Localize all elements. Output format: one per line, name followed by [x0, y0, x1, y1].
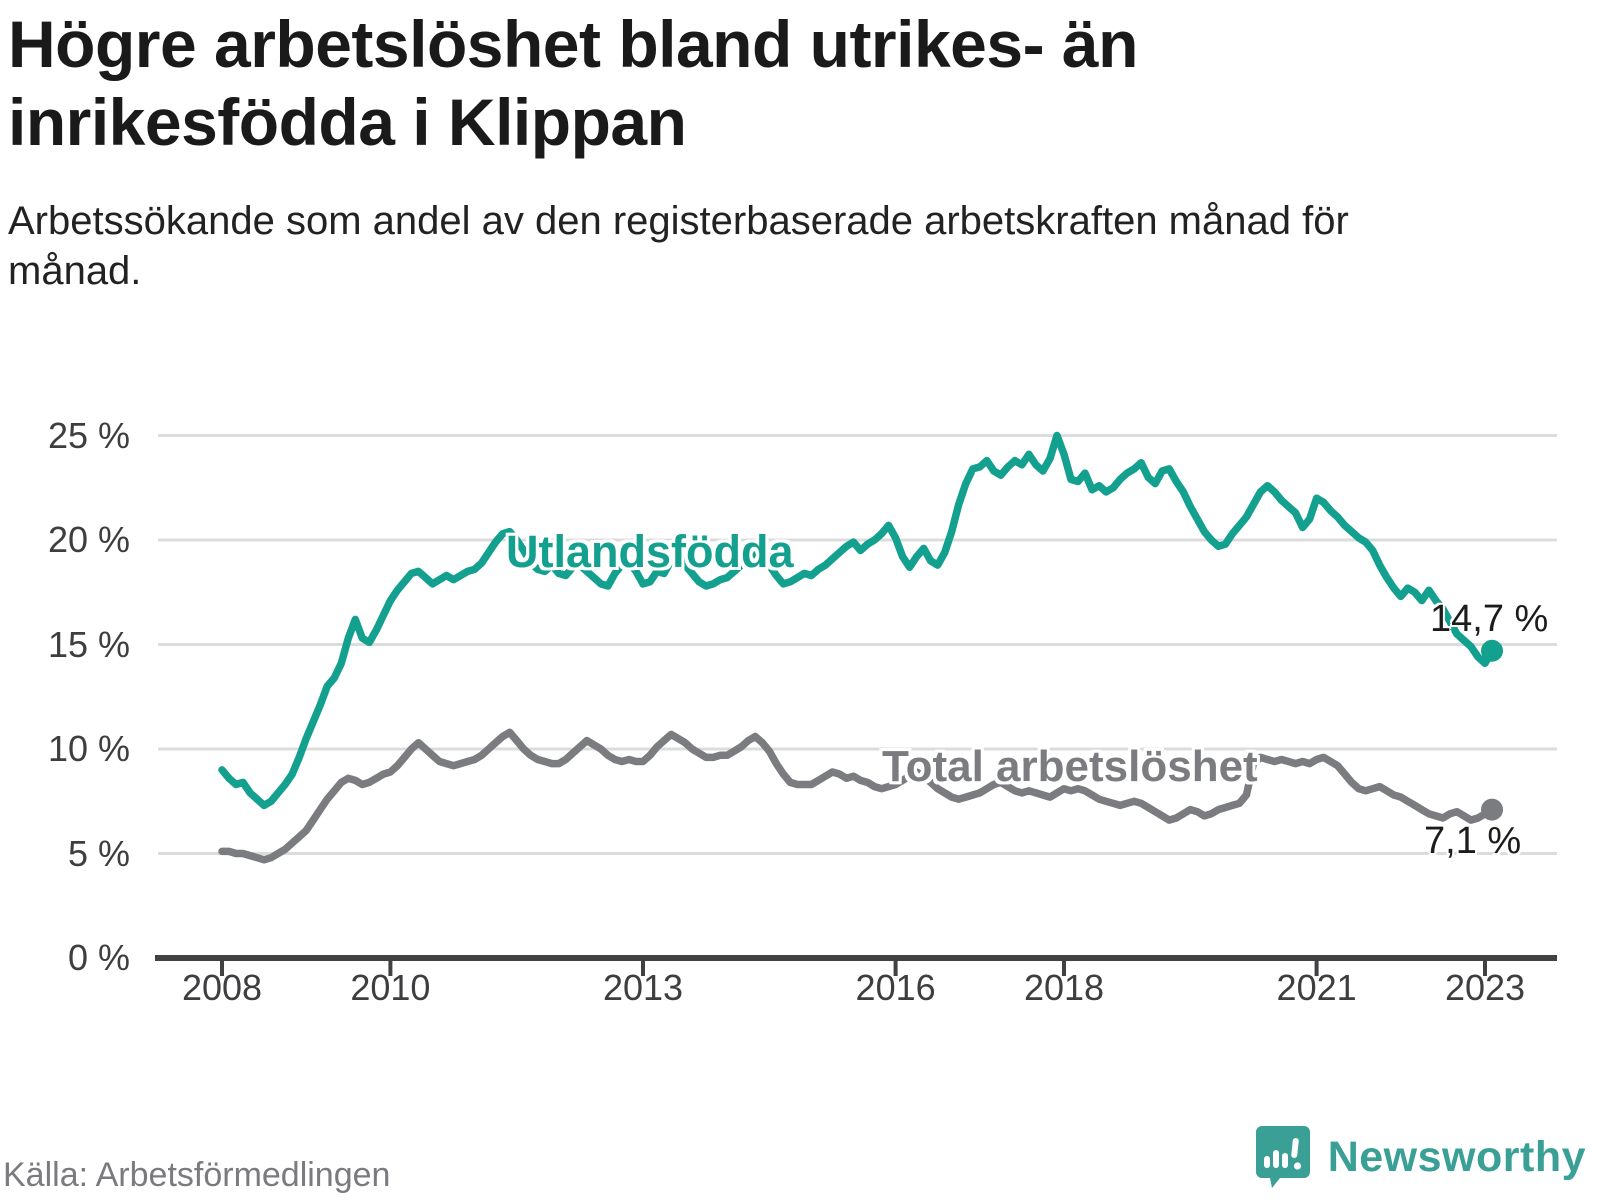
end-value-label-utlandsfodda: 14,7 % [1430, 598, 1549, 640]
y-axis-label-0: 0 % [67, 937, 130, 978]
x-axis-label-2013: 2013 [602, 967, 684, 1008]
source-note: Källa: Arbetsförmedlingen [3, 1156, 391, 1194]
y-axis-label-20: 20 % [47, 519, 130, 560]
series-line-total [218, 728, 1496, 864]
x-axis-label-2008: 2008 [181, 967, 263, 1008]
series-line-utlandsfodda [218, 431, 1496, 810]
chart-subtitle: Arbetssökande som andel av den registerb… [8, 199, 1349, 293]
newsworthy-bubble-icon [1255, 1126, 1310, 1188]
y-axis-label-15: 15 % [47, 623, 130, 665]
x-axis-label-2021: 2021 [1276, 967, 1357, 1008]
x-axis-label-2018: 2018 [1023, 967, 1105, 1008]
series-label-utlandsfodda: Utlandsfödda [506, 526, 794, 577]
end-value-label-total: 7,1 % [1424, 820, 1522, 862]
x-axis-label-2023: 2023 [1444, 967, 1526, 1008]
x-axis-label-2010: 2010 [350, 967, 431, 1008]
newsworthy-logo: Newsworthy [1254, 1124, 1586, 1190]
x-axis-label-2016: 2016 [855, 967, 936, 1008]
newsworthy-wordmark: Newsworthy [1327, 1132, 1586, 1181]
chart-title: Högre arbetslöshet bland utrikes- än inr… [8, 7, 1138, 159]
series-label-total-arbetsloshet: Total arbetslöshet [882, 742, 1258, 791]
series-end-dot-utlandsfodda [1481, 639, 1503, 662]
y-axis-label-25: 25 % [47, 414, 130, 456]
y-axis-label-5: 5 % [67, 832, 130, 874]
series-end-dot-total [1481, 798, 1503, 821]
y-axis-label-10: 10 % [47, 728, 130, 769]
